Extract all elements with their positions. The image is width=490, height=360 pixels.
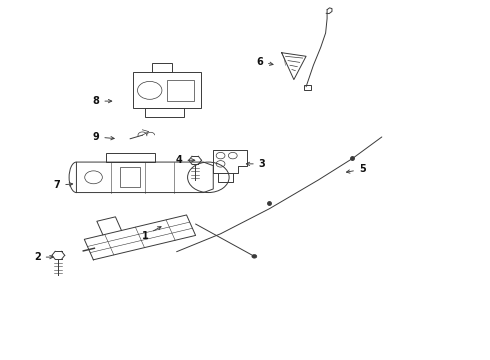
Bar: [152, 63, 171, 72]
Text: 9: 9: [93, 132, 114, 142]
Text: 2: 2: [34, 252, 53, 262]
Circle shape: [252, 255, 257, 258]
Bar: [304, 85, 311, 90]
Text: 7: 7: [53, 180, 73, 190]
Text: 8: 8: [93, 96, 112, 106]
Bar: [106, 153, 155, 162]
Text: 4: 4: [175, 155, 195, 165]
Bar: [133, 72, 201, 108]
Bar: [121, 167, 140, 187]
Text: 6: 6: [256, 57, 273, 67]
Text: 5: 5: [346, 164, 366, 174]
Bar: [167, 80, 194, 101]
Text: 3: 3: [246, 159, 266, 169]
Text: 1: 1: [142, 227, 161, 240]
Bar: [145, 108, 184, 117]
